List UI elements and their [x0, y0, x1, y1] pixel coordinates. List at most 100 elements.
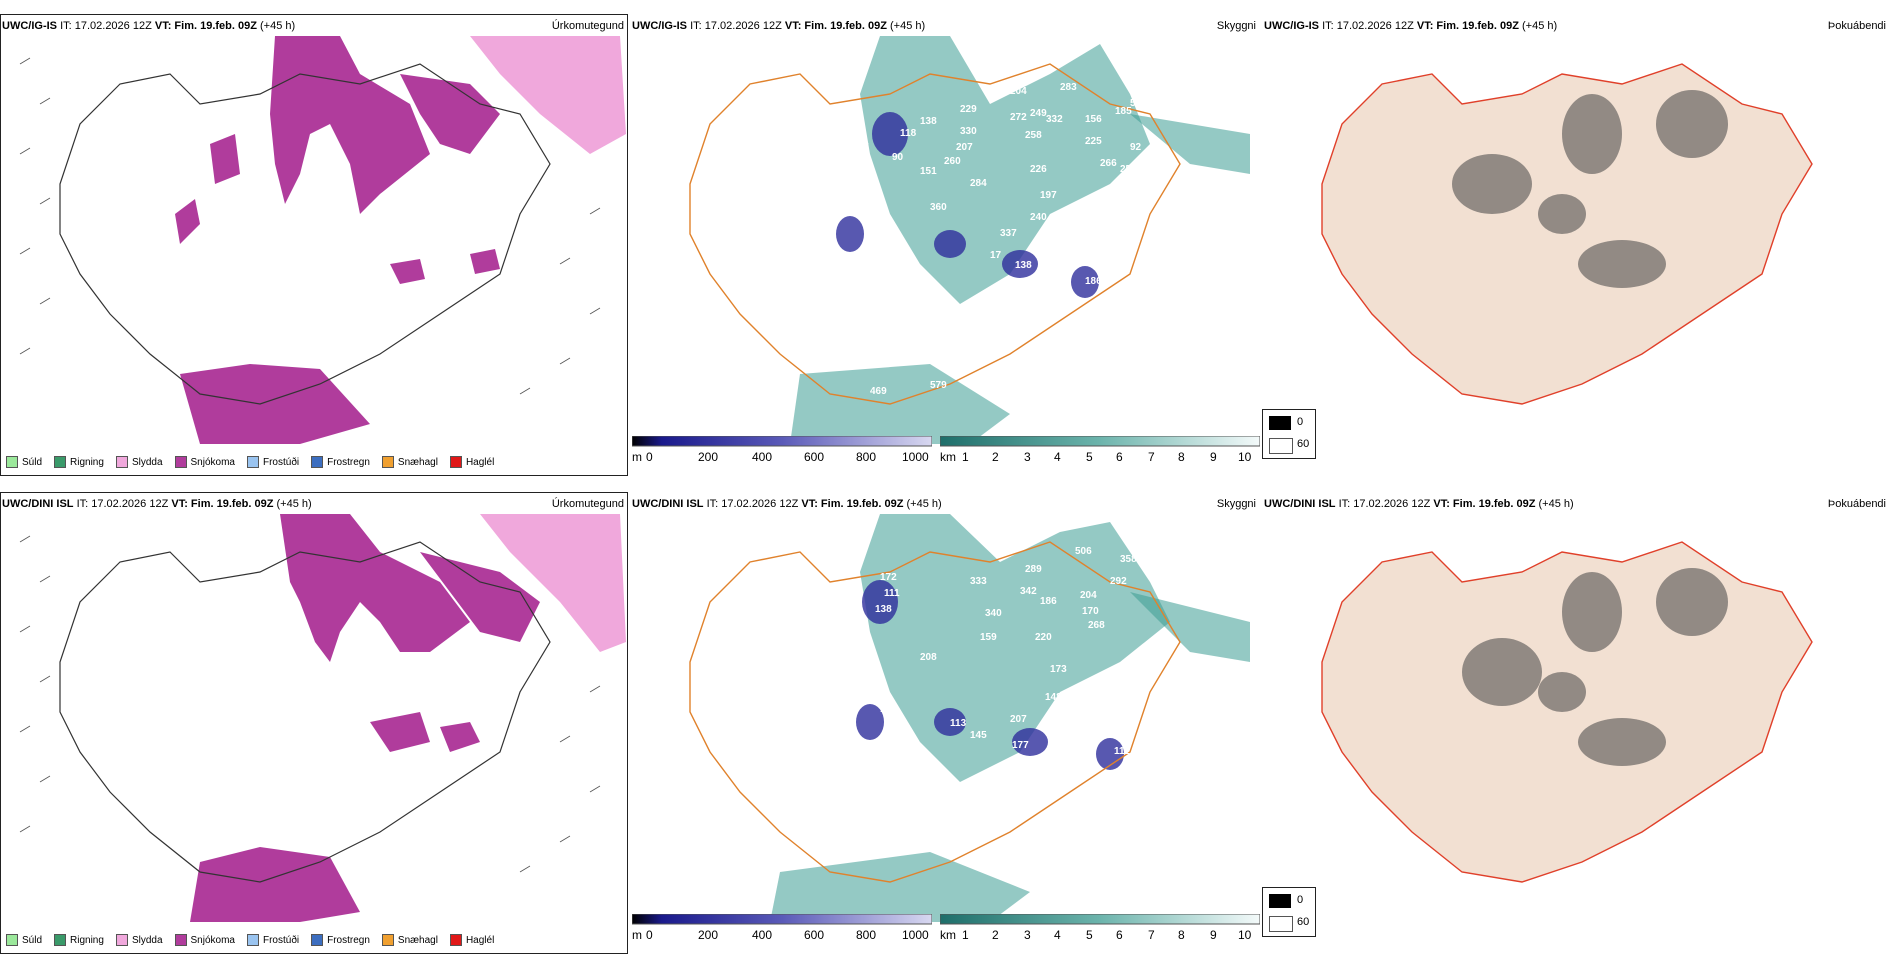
legend-item: Snjókoma [174, 456, 235, 468]
cloud-value-label: 92 [1130, 142, 1142, 153]
cloud-value-label: 333 [970, 576, 987, 587]
cloud-value-label: 186 [1040, 596, 1057, 607]
legend-item: Slydda [115, 456, 163, 468]
legend-swatch [174, 934, 187, 946]
legend-item: Frostúði [246, 456, 299, 468]
cloud-value-label: 361 [770, 236, 787, 247]
height-tick: 400 [752, 450, 773, 464]
height-colorbar-gradient [631, 435, 933, 447]
legend-swatch [311, 934, 324, 946]
cloud-value-label: 185 [1115, 106, 1132, 117]
cloud-value-label: 90 [892, 152, 904, 163]
cloud-value-label: 108 [1052, 738, 1069, 749]
legend-item: Slydda [115, 934, 163, 946]
cloud-tick: 1 [962, 928, 969, 942]
cloud-value-label: 156 [1085, 114, 1102, 125]
cloud-base-low [856, 580, 1124, 770]
cloud-panel-row1: UWC/IG-IS IT: 17.02.2026 12Z VT: Fim. 19… [630, 14, 1261, 476]
panel-title: Úrkomutegund [551, 498, 624, 510]
legend-item: Frostregn [311, 456, 370, 468]
cloud-value-label: 207 [956, 142, 973, 153]
iceland-outline [689, 541, 1181, 883]
cloud-cover [790, 36, 1250, 444]
panel-header: UWC/DINI ISL IT: 17.02.2026 12Z VT: Fim.… [632, 498, 942, 510]
cloud-value-label: 258 [1025, 130, 1042, 141]
height-tick: 1000 [902, 450, 929, 464]
cloud-value-label: 360 [930, 202, 947, 213]
cloud-value-label: 226 [1030, 164, 1047, 175]
legend-item: Snæhagl [381, 934, 438, 946]
legend-item: Súld [6, 934, 42, 946]
legend-swatch [381, 456, 394, 468]
fog-legend-black [1269, 416, 1291, 430]
legend-swatch [54, 456, 67, 468]
cloud-value-label: 145 [970, 730, 987, 741]
cloud-value-labels: 506 358 289 292 172 333 204 342 186 170 … [875, 546, 1137, 757]
legend-item: Rigning [54, 934, 104, 946]
legend-swatch [246, 934, 259, 946]
cloud-value-labels: 204 283 528 272 249 332 156 185 138 229 … [770, 82, 1147, 397]
precip-map [19, 36, 626, 444]
cloud-tick: 2 [992, 450, 999, 464]
cloud-value-label: 177 [1012, 740, 1029, 751]
legend-swatch [115, 934, 128, 946]
cloud-value-label: 266 [1100, 158, 1117, 169]
cloud-unit: km [940, 450, 956, 464]
fog-legend-white [1269, 438, 1293, 454]
cloud-colorbar: km 1 2 3 4 5 6 7 8 9 10 [939, 913, 1261, 946]
fog-legend-top-label: 0 [1297, 416, 1304, 428]
legend-swatch [54, 934, 67, 946]
cloud-value-label: 229 [960, 104, 977, 115]
legend-swatch [115, 456, 128, 468]
cloud-value-label: 528 [1130, 98, 1147, 109]
cloud-value-label: 358 [1120, 554, 1137, 565]
height-unit: m [632, 450, 642, 464]
cloud-value-label: 121 [1108, 262, 1125, 273]
cloud-value-label: 220 [1035, 632, 1052, 643]
iceland-outline [689, 63, 1181, 405]
precip-legend: Súld Rigning Slydda Snjókoma Frostúði Fr… [6, 934, 494, 946]
cloud-tick: 2 [992, 928, 999, 942]
cloud-value-label: 97 [1050, 258, 1062, 269]
cloud-value-label: 332 [1046, 114, 1063, 125]
cloud-value-label: 173 [1050, 664, 1067, 675]
cloud-value-label: 249 [1030, 108, 1047, 119]
legend-swatch [174, 456, 187, 468]
cloud-value-label: 98 [884, 242, 896, 253]
map-frame [0, 14, 628, 476]
height-tick: 600 [804, 450, 825, 464]
sleet-areas [470, 36, 626, 154]
legend-swatch [449, 456, 462, 468]
cloud-value-label: 579 [930, 380, 947, 391]
cloud-value-label: 204 [1080, 590, 1097, 601]
cloud-value-label: 90 [890, 722, 902, 733]
height-tick: 800 [856, 928, 877, 942]
panel-header: UWC/DINI ISL IT: 17.02.2026 12Z VT: Fim.… [2, 498, 312, 510]
legend-item: Haglél [449, 456, 494, 468]
cloud-value-label: 138 [1015, 260, 1032, 271]
panel-title: Úrkomutegund [551, 20, 624, 32]
cloud-tick: 4 [1054, 450, 1061, 464]
panel-header: UWC/IG-IS IT: 17.02.2026 12Z VT: Fim. 19… [632, 20, 926, 32]
fog-legend: 0 60 [1262, 409, 1316, 459]
cloud-tick: 9 [1210, 928, 1217, 942]
cloud-tick: 10 [1238, 928, 1252, 942]
precip-map [19, 514, 626, 922]
height-colorbar: m 0 200 400 600 800 1000 [631, 435, 933, 468]
cloud-value-label: 283 [1060, 82, 1077, 93]
wind-barbs [19, 535, 601, 873]
cloud-value-label: 172 [880, 572, 897, 583]
cloud-panel-row2: UWC/DINI ISL IT: 17.02.2026 12Z VT: Fim.… [630, 492, 1261, 954]
legend-swatch [246, 456, 259, 468]
legend-item: Súld [6, 456, 42, 468]
cloud-value-label: 506 [1075, 546, 1092, 557]
iceland-outline [59, 541, 551, 883]
cloud-value-label: 171 [1100, 238, 1117, 249]
cloud-value-label: 337 [1000, 228, 1017, 239]
cloud-value-label: 292 [1110, 576, 1127, 587]
precip-legend: Súld Rigning Slydda Snjókoma Frostúði Fr… [6, 456, 494, 468]
height-colorbar-gradient [631, 913, 933, 925]
cloud-value-label: 170 [1082, 606, 1099, 617]
panel-title: Þokuábendi [1827, 20, 1886, 32]
fog-panel-row1: UWC/IG-IS IT: 17.02.2026 12Z VT: Fim. 19… [1262, 14, 1890, 476]
